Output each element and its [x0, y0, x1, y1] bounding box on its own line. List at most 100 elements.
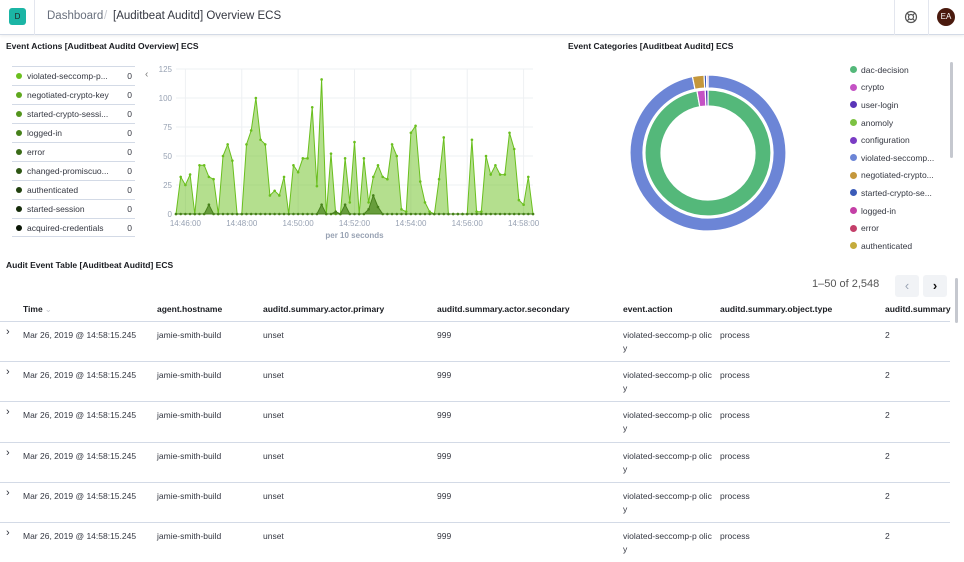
data-point[interactable] — [202, 212, 206, 216]
data-point[interactable] — [249, 212, 253, 216]
data-point[interactable] — [512, 212, 516, 216]
data-point[interactable] — [259, 212, 262, 216]
data-point[interactable] — [184, 212, 187, 216]
data-point[interactable] — [465, 212, 469, 216]
data-point[interactable] — [287, 212, 291, 216]
data-point[interactable] — [320, 78, 323, 81]
next-page-button[interactable]: › — [923, 275, 947, 297]
data-point[interactable] — [226, 143, 229, 146]
data-point[interactable] — [221, 212, 225, 216]
data-point[interactable] — [503, 212, 507, 216]
column-header[interactable]: auditd.summary.object.type — [720, 304, 832, 314]
legend-item[interactable]: logged-in — [850, 202, 934, 220]
data-point[interactable] — [212, 212, 215, 216]
lifebuoy-icon[interactable] — [904, 10, 918, 24]
data-point[interactable] — [339, 212, 342, 216]
data-point[interactable] — [343, 157, 347, 160]
legend-scrollbar[interactable] — [950, 62, 953, 158]
data-point[interactable] — [376, 205, 380, 209]
data-point[interactable] — [442, 136, 446, 139]
data-point[interactable] — [442, 212, 446, 216]
data-point[interactable] — [362, 212, 366, 216]
data-point[interactable] — [320, 203, 323, 207]
data-point[interactable] — [461, 212, 464, 216]
data-point[interactable] — [433, 212, 436, 216]
prev-page-button[interactable]: ‹ — [895, 275, 919, 297]
data-point[interactable] — [371, 194, 375, 197]
data-point[interactable] — [216, 212, 220, 216]
data-point[interactable] — [489, 212, 493, 216]
data-point[interactable] — [437, 177, 441, 181]
data-point[interactable] — [480, 212, 483, 216]
data-point[interactable] — [437, 212, 441, 216]
expand-row-icon[interactable]: › — [6, 446, 10, 459]
data-point[interactable] — [470, 138, 474, 142]
data-point[interactable] — [198, 212, 201, 216]
data-point[interactable] — [367, 201, 370, 204]
expand-row-icon[interactable]: › — [6, 326, 10, 338]
data-point[interactable] — [371, 175, 375, 179]
data-point[interactable] — [278, 194, 281, 197]
data-point[interactable] — [231, 159, 234, 162]
data-point[interactable] — [282, 175, 286, 179]
data-point[interactable] — [263, 212, 267, 216]
data-point[interactable] — [480, 210, 483, 213]
data-point[interactable] — [517, 198, 521, 202]
data-point[interactable] — [395, 154, 399, 158]
data-point[interactable] — [268, 212, 272, 216]
data-point[interactable] — [296, 212, 300, 216]
data-point[interactable] — [404, 212, 408, 216]
data-point[interactable] — [343, 203, 347, 207]
column-header[interactable]: auditd.summary.actor.secondary — [437, 304, 570, 314]
data-point[interactable] — [329, 152, 333, 155]
legend-item[interactable]: started-crypto-sessi... 0 — [12, 104, 135, 123]
data-point[interactable] — [484, 154, 488, 158]
legend-item[interactable]: anomoly — [850, 114, 934, 132]
data-point[interactable] — [527, 212, 530, 216]
data-point[interactable] — [498, 212, 502, 216]
data-point[interactable] — [508, 131, 511, 135]
donut-slice[interactable] — [691, 74, 706, 91]
legend-item[interactable]: crypto — [850, 79, 934, 97]
data-point[interactable] — [386, 177, 389, 181]
data-point[interactable] — [418, 212, 422, 216]
donut-slice[interactable] — [704, 89, 709, 107]
data-point[interactable] — [428, 210, 431, 213]
data-point[interactable] — [395, 212, 399, 216]
data-point[interactable] — [301, 212, 305, 216]
table-scrollbar[interactable] — [955, 278, 958, 323]
data-point[interactable] — [263, 143, 267, 146]
data-point[interactable] — [522, 212, 525, 216]
legend-item[interactable]: configuration — [850, 131, 934, 149]
data-point[interactable] — [292, 163, 295, 167]
data-point[interactable] — [503, 173, 507, 176]
data-point[interactable] — [188, 212, 192, 216]
legend-item[interactable]: logged-in 0 — [12, 123, 135, 142]
data-point[interactable] — [245, 212, 248, 216]
data-point[interactable] — [494, 212, 497, 216]
legend-item[interactable]: violated-seccomp... — [850, 149, 934, 167]
legend-item[interactable]: violated-seccomp-p... 0 — [12, 66, 135, 85]
legend-item[interactable]: user-login — [850, 96, 934, 114]
column-header[interactable]: auditd.summary — [885, 304, 951, 314]
column-header[interactable]: agent.hostname — [157, 304, 222, 314]
column-header[interactable]: Time ⌄ — [23, 304, 52, 315]
data-point[interactable] — [306, 212, 309, 216]
data-point[interactable] — [381, 175, 384, 179]
data-point[interactable] — [188, 173, 192, 176]
data-point[interactable] — [226, 212, 229, 216]
chevron-left-icon[interactable]: ‹ — [145, 69, 149, 80]
data-point[interactable] — [282, 212, 286, 216]
legend-item[interactable]: dac-decision — [850, 61, 934, 79]
data-point[interactable] — [179, 175, 182, 179]
legend-item[interactable]: authenticated — [850, 237, 934, 255]
data-point[interactable] — [334, 210, 338, 213]
data-point[interactable] — [353, 140, 356, 144]
data-point[interactable] — [522, 203, 525, 207]
expand-row-icon[interactable]: › — [6, 486, 10, 499]
data-point[interactable] — [414, 124, 417, 128]
data-point[interactable] — [348, 212, 352, 216]
data-point[interactable] — [254, 212, 258, 216]
data-point[interactable] — [423, 201, 427, 204]
data-point[interactable] — [212, 177, 215, 181]
